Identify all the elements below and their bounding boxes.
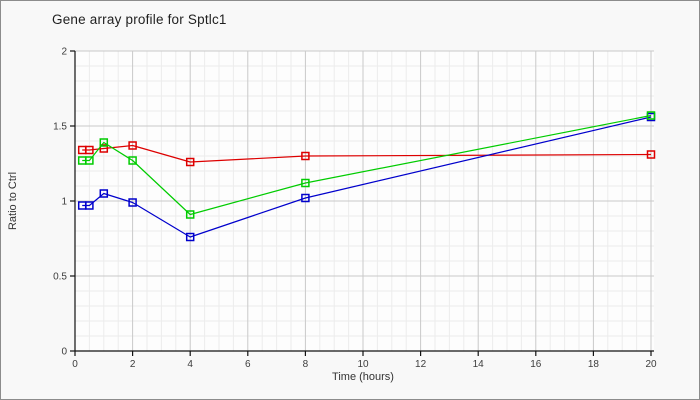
x-tick-label: 12 xyxy=(415,359,427,370)
series-green-marker xyxy=(128,156,137,165)
series-green-marker xyxy=(301,178,310,188)
series-red-line xyxy=(82,144,652,163)
series-blue-marker xyxy=(301,193,310,203)
y-axis-title: Ratio to Ctrl xyxy=(7,172,19,230)
series-red-marker xyxy=(646,150,656,159)
series-blue-marker xyxy=(185,232,195,242)
series-blue-line xyxy=(82,116,652,238)
chart-title: Gene array profile for Sptlc1 xyxy=(52,12,227,27)
x-tick-label: 6 xyxy=(245,359,251,370)
series-green-marker xyxy=(646,111,656,120)
series-green-marker xyxy=(185,210,195,219)
x-axis-title: Time (hours) xyxy=(332,371,394,383)
y-tick-label: 1 xyxy=(61,197,67,208)
x-tick-label: 8 xyxy=(303,359,309,370)
series-red-marker xyxy=(185,157,195,167)
series-green-marker xyxy=(85,156,94,165)
series-red-marker xyxy=(128,141,137,150)
y-tick-label: 2 xyxy=(61,47,67,58)
y-tick-label: 0 xyxy=(61,347,67,358)
y-tick-label: 0.5 xyxy=(53,272,67,283)
x-tick-label: 4 xyxy=(187,359,193,370)
series-green-line xyxy=(82,114,652,216)
x-tick-label: 18 xyxy=(588,359,600,370)
x-tick-label: 10 xyxy=(357,359,369,370)
series-red-marker xyxy=(85,145,94,155)
series-blue-marker xyxy=(85,201,94,210)
x-tick-label: 14 xyxy=(473,359,485,370)
y-tick-label: 1.5 xyxy=(53,122,67,133)
series-red-marker xyxy=(99,144,109,153)
series-blue-marker xyxy=(99,189,109,198)
series-blue-marker xyxy=(128,198,137,207)
series-red-marker xyxy=(301,151,310,161)
x-tick-label: 0 xyxy=(72,359,78,370)
x-tick-label: 16 xyxy=(530,359,542,370)
x-tick-label: 2 xyxy=(130,359,136,370)
x-tick-label: 20 xyxy=(645,359,657,370)
series-green-marker xyxy=(99,138,109,147)
